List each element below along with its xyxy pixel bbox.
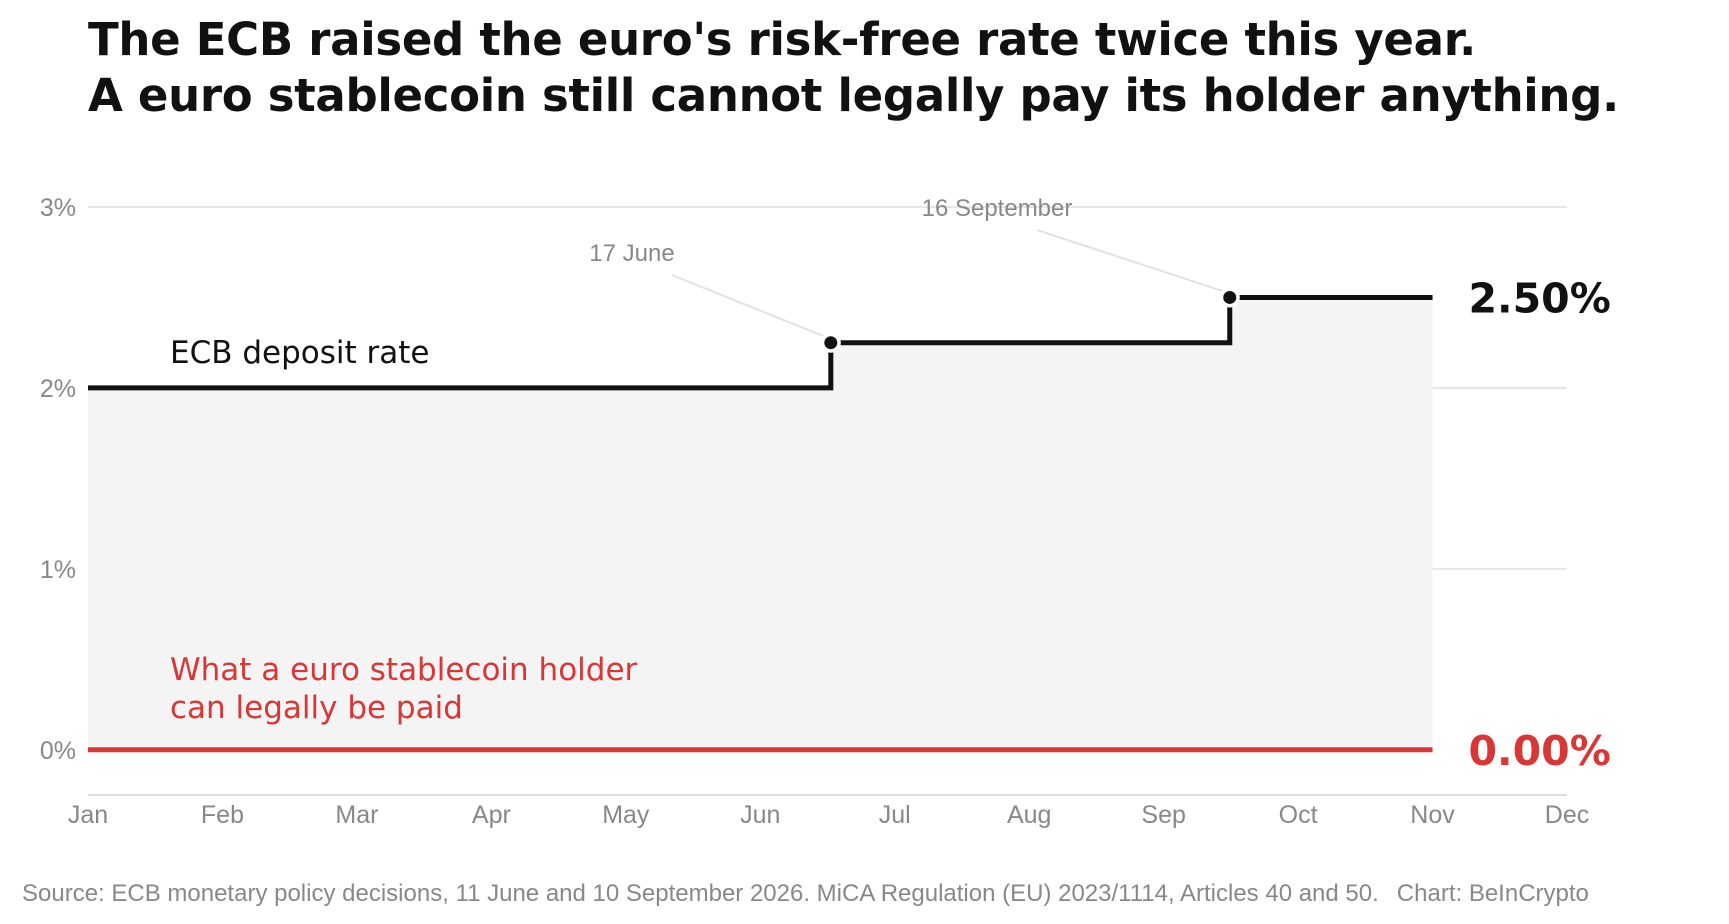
ecb-series-label: ECB deposit rate [170,335,430,371]
title-line-1: The ECB raised the euro's risk-free rate… [88,13,1476,66]
gap-area [88,297,1433,750]
y-tick-label: 0% [40,737,76,765]
x-tick-label: Mar [335,801,378,829]
x-tick-label: Aug [1007,801,1051,829]
chart-title: The ECB raised the euro's risk-free rate… [88,12,1688,124]
title-line-2: A euro stablecoin still cannot legally p… [88,69,1619,122]
stablecoin-series-label: What a euro stablecoin holder [170,652,638,688]
annotation-leader [1036,229,1225,293]
chart-credit: Chart: BeInCrypto [1396,880,1589,907]
x-tick-label: Jun [740,801,780,829]
x-tick-label: Dec [1545,801,1589,829]
x-tick-label: Feb [201,801,244,829]
y-tick-label: 1% [40,556,76,584]
x-tick-label: May [602,801,650,829]
stablecoin-series-label: can legally be paid [170,690,463,726]
footer: Source: ECB monetary policy decisions, 1… [22,880,1722,908]
annotation-leader [671,274,826,338]
axes: 0% 1% 2% 3% Jan Feb Mar Apr May Jun Jul Aug Sep Oct No… [40,194,1589,829]
labels: 17 June 16 September ECB deposit rate What … [170,195,1611,775]
x-tick-label: Oct [1279,801,1318,829]
annotation-dot [824,336,838,350]
x-tick-label: Apr [472,801,511,829]
y-tick-label: 3% [40,194,76,222]
annotation-label: 17 June [589,240,674,267]
x-tick-label: Nov [1410,801,1455,829]
x-tick-label: Jul [879,801,911,829]
series [88,294,1433,753]
x-tick-label: Sep [1141,801,1185,829]
source-note: Source: ECB monetary policy decisions, 1… [22,880,1379,907]
annotation-dot [1223,290,1237,304]
ecb-rate-line [88,294,1433,391]
rate-chart: 0% 1% 2% 3% Jan Feb Mar Apr May Jun Jul Aug Sep Oct No… [40,194,1611,829]
area-fill [88,297,1433,750]
annotation-label: 16 September [922,195,1073,222]
ecb-end-value: 2.50% [1469,274,1611,322]
y-tick-label: 2% [40,375,76,403]
stablecoin-end-value: 0.00% [1469,727,1611,775]
x-tick-label: Jan [68,801,108,829]
